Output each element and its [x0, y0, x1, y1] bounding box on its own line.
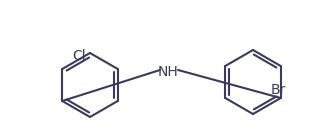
Text: Br: Br — [271, 83, 287, 97]
Text: NH: NH — [158, 65, 178, 79]
Text: Cl: Cl — [72, 49, 86, 63]
